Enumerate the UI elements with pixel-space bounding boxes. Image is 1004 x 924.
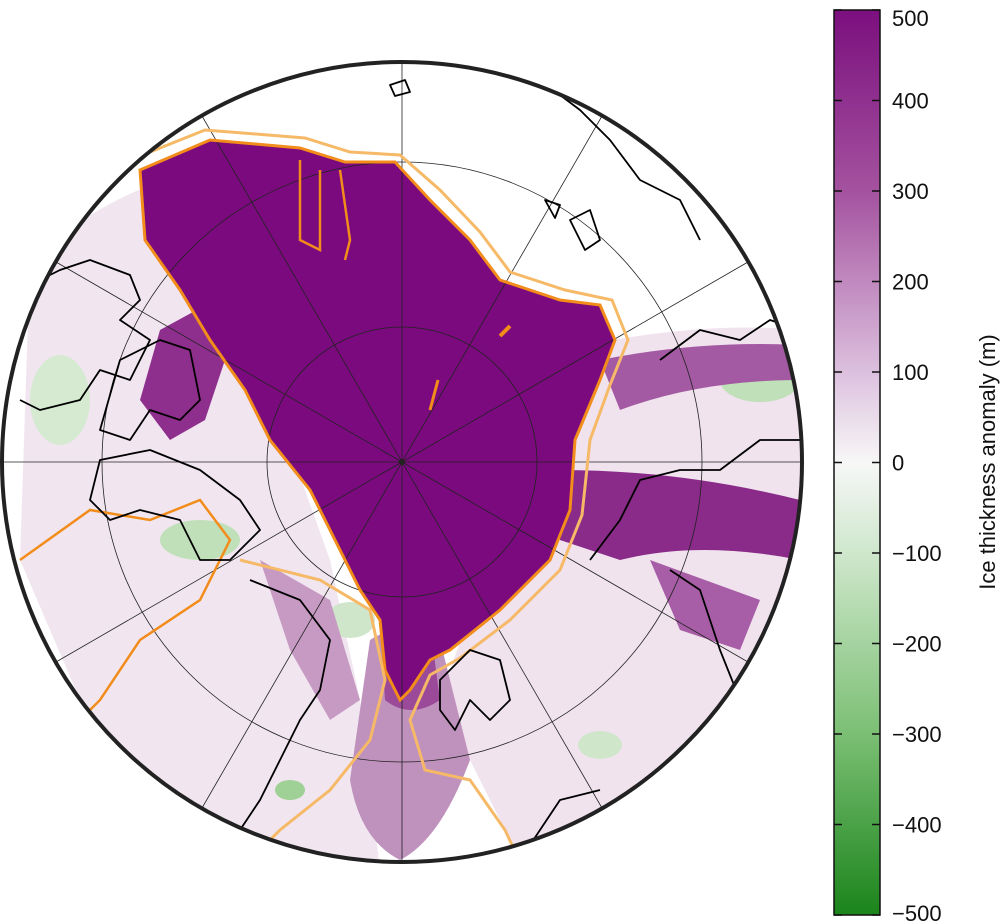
colorbar-title: Ice thickness anomaly (m) (975, 334, 1000, 590)
colorbar-tick-label: −200 (892, 632, 942, 657)
colorbar-tick-label: −400 (892, 813, 942, 838)
negative-patch (160, 520, 240, 560)
coastline (439, 649, 511, 731)
ice-margin-dark-contour (498, 324, 512, 338)
colorbar-tick-label: 0 (892, 451, 904, 476)
coastlines (19, 79, 801, 861)
ice-margin-dark-contour (138, 138, 617, 703)
colorbar-tick-label: 100 (892, 360, 929, 385)
coastline (19, 259, 151, 411)
colorbar-tick-label: 200 (892, 270, 929, 295)
positive-patch-southwest (260, 560, 360, 720)
north-pole-marker (399, 459, 405, 465)
coastline (589, 439, 800, 561)
coastline (539, 79, 701, 241)
colorbar-tick-label: −300 (892, 722, 942, 747)
coastline (219, 579, 331, 861)
coastline (544, 199, 561, 219)
ice-margin-light-contour (129, 128, 630, 862)
map-frame (0, 60, 804, 864)
coastline (569, 209, 601, 251)
map-disc (0, 60, 804, 864)
ice-margin-dark-contour (428, 379, 440, 411)
negative-patch (30, 355, 90, 445)
negative-patch (578, 731, 622, 759)
colorbar-tick-label: 500 (892, 6, 929, 31)
colorbar-tick-label: 400 (892, 89, 929, 114)
coastline (99, 339, 201, 441)
negative-patch (275, 780, 305, 800)
positive-patch-west (140, 300, 225, 440)
ice-margin-dark-contour (298, 160, 352, 261)
colorbar-ticks: 500 400 300 200 100 0 −100 −200 −300 −400 −500 (834, 6, 942, 924)
coastline (389, 79, 411, 97)
positive-patch-east (600, 344, 800, 410)
coastline (669, 569, 741, 701)
colorbar-tick-label: −500 (892, 901, 942, 924)
coastline (89, 449, 261, 561)
positive-patch-east (560, 470, 800, 560)
ice-margin-dark-contour (19, 498, 232, 721)
colorbar: 500 400 300 200 100 0 −100 −200 −300 −400 −500 Ice… (833, 6, 1000, 924)
colorbar-tick-label: 300 (892, 179, 929, 204)
ice-margin-light-contour (239, 558, 387, 862)
colorbar-tick-label: −100 (892, 541, 942, 566)
